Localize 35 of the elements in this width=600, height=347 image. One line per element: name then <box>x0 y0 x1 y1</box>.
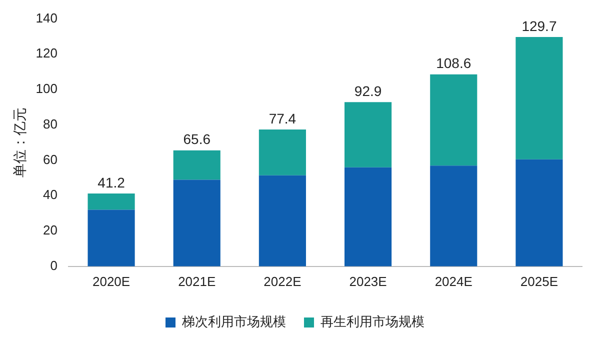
y-tick-label: 0 <box>50 258 58 273</box>
x-tick-label: 2021E <box>178 274 216 289</box>
x-tick-label: 2024E <box>434 274 473 289</box>
y-tick-label: 100 <box>36 81 58 96</box>
y-tick-label: 120 <box>36 46 58 61</box>
x-tick-label: 2022E <box>264 274 302 289</box>
y-tick-label: 20 <box>43 222 58 238</box>
x-tick-label: 2025E <box>520 274 558 289</box>
total-label: 92.9 <box>354 82 382 99</box>
total-label: 65.6 <box>183 131 211 148</box>
total-label: 108.6 <box>436 55 472 72</box>
y-tick-label: 140 <box>36 10 58 26</box>
bar <box>430 166 478 266</box>
total-label: 77.4 <box>268 110 296 126</box>
bar <box>344 167 392 266</box>
x-tick-label: 2020E <box>92 274 130 289</box>
bar <box>88 194 135 210</box>
y-tick-label: 80 <box>43 116 58 132</box>
y-tick-label: 60 <box>43 152 58 167</box>
bar <box>516 37 563 160</box>
legend-label: 再生利用市场规模 <box>320 314 424 330</box>
bar <box>173 150 220 180</box>
total-label: 129.7 <box>522 18 557 34</box>
bar <box>516 159 563 266</box>
total-label: 41.2 <box>98 174 126 190</box>
y-axis-title: 单位：亿元 <box>11 108 28 178</box>
bar <box>173 180 220 266</box>
bar <box>344 102 392 168</box>
bar <box>258 175 306 266</box>
legend-label: 梯次利用市场规模 <box>181 314 286 330</box>
bar <box>88 210 135 266</box>
bar <box>258 130 306 176</box>
bar <box>430 74 478 166</box>
y-tick-label: 40 <box>43 187 58 202</box>
x-tick-label: 2023E <box>349 274 388 289</box>
